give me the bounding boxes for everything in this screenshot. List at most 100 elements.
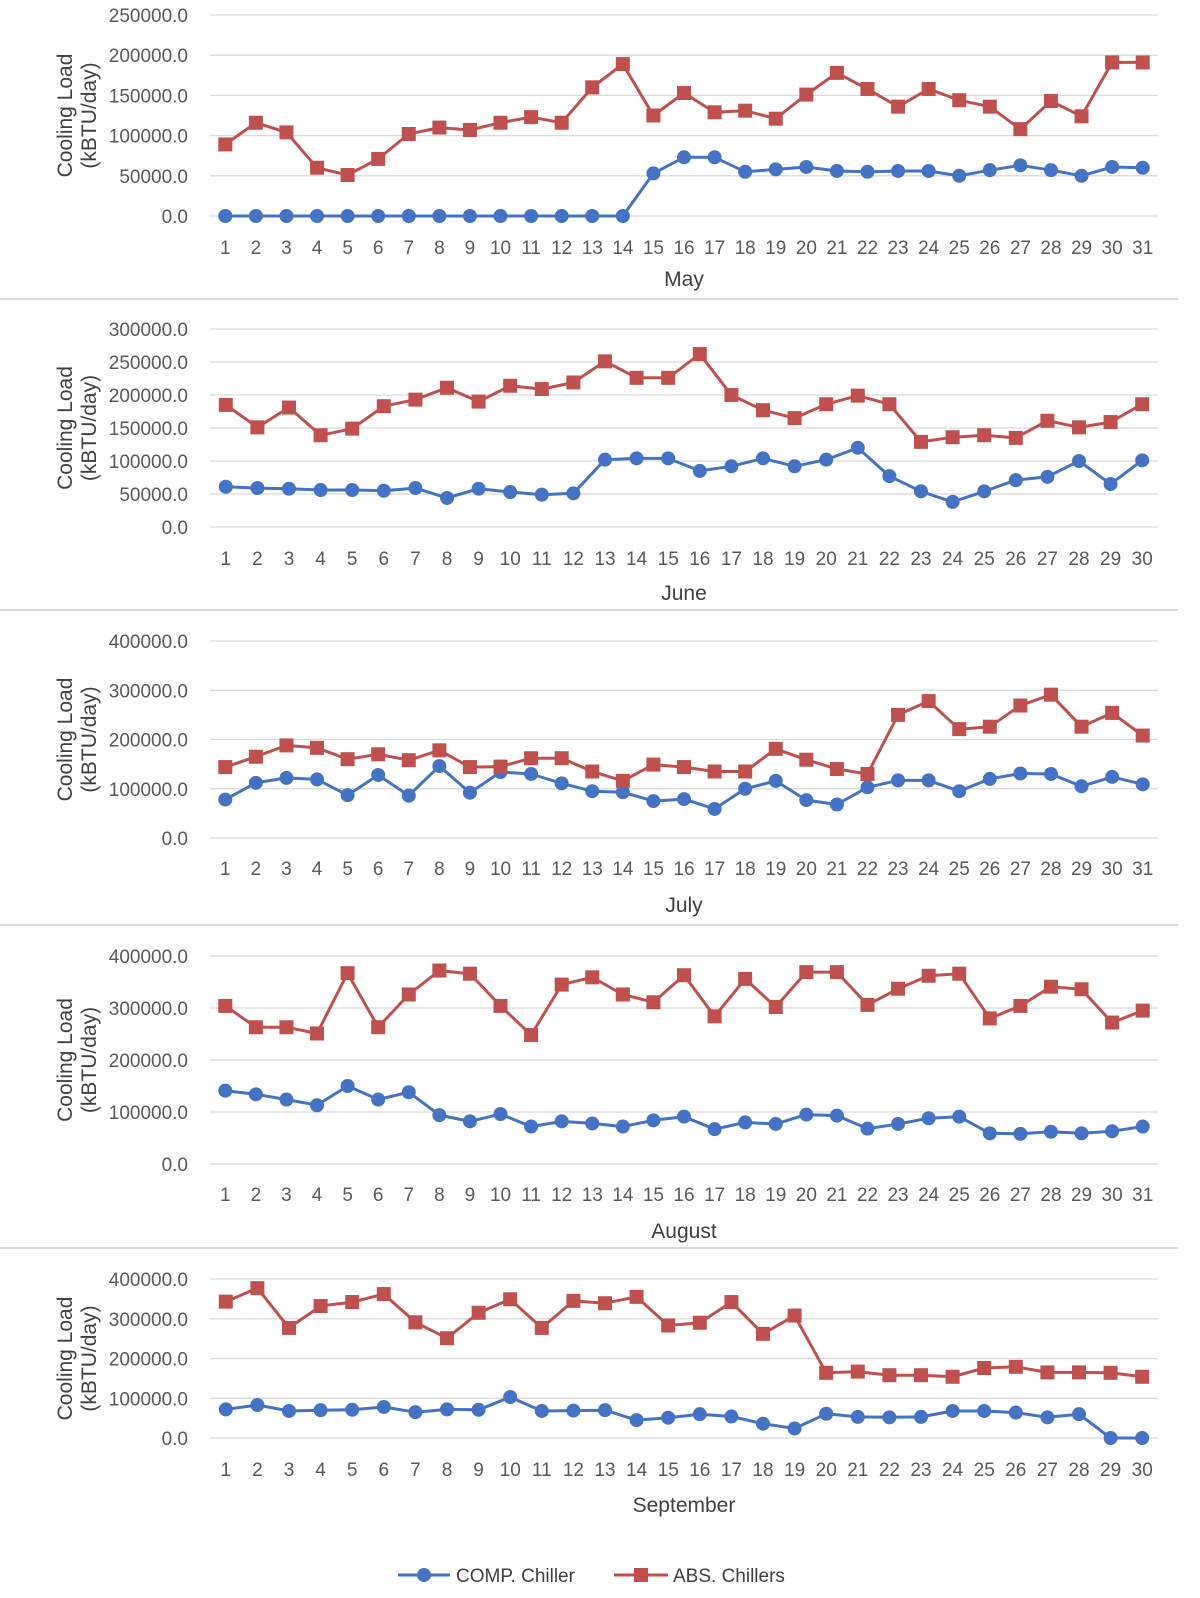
- data-point-abs-chillers: [1105, 705, 1120, 720]
- data-point-abs-chillers: [738, 103, 753, 118]
- y-axis-title: Cooling Load(kBTU/day): [54, 366, 101, 490]
- data-point-abs-chillers: [462, 122, 477, 137]
- x-tick-label: 1: [220, 238, 231, 259]
- data-point-abs-chillers: [1105, 1015, 1120, 1030]
- data-point-comp-chiller: [799, 1107, 814, 1122]
- data-point-comp-chiller: [768, 162, 783, 177]
- data-point-abs-chillers: [615, 987, 630, 1002]
- x-tick-label: 20: [816, 1460, 837, 1481]
- y-axis-title-line: Cooling Load: [54, 1297, 77, 1421]
- data-point-comp-chiller: [440, 490, 454, 505]
- x-tick-label: 31: [1132, 1185, 1153, 1206]
- data-point-comp-chiller: [724, 459, 739, 474]
- x-tick-label: 7: [410, 1460, 421, 1481]
- data-point-comp-chiller: [279, 209, 294, 223]
- x-tick-label: 30: [1132, 549, 1153, 570]
- data-point-comp-chiller: [250, 481, 265, 496]
- data-point-abs-chillers: [1043, 687, 1058, 702]
- x-tick-label: 15: [643, 238, 664, 259]
- data-point-abs-chillers: [432, 120, 447, 135]
- y-axis-title-line: Cooling Load: [54, 998, 77, 1122]
- data-point-comp-chiller: [1072, 454, 1086, 468]
- data-point-abs-chillers: [799, 87, 814, 102]
- data-point-comp-chiller: [376, 1399, 391, 1414]
- data-point-comp-chiller: [432, 1108, 447, 1123]
- data-point-comp-chiller: [982, 1126, 997, 1141]
- data-point-abs-chillers: [279, 125, 294, 140]
- data-point-comp-chiller: [891, 163, 906, 178]
- data-point-abs-chillers: [554, 115, 569, 130]
- x-tick-label: 16: [673, 1185, 694, 1206]
- data-point-abs-chillers: [661, 370, 676, 385]
- data-point-comp-chiller: [799, 159, 814, 174]
- x-tick-label: 3: [281, 859, 292, 880]
- data-point-comp-chiller: [921, 1111, 936, 1126]
- data-point-comp-chiller: [218, 209, 233, 223]
- x-tick-label: 28: [1068, 549, 1089, 570]
- data-point-abs-chillers: [371, 151, 386, 166]
- data-point-comp-chiller: [282, 1403, 296, 1418]
- data-point-abs-chillers: [524, 751, 539, 766]
- data-point-abs-chillers: [1040, 413, 1055, 428]
- data-point-abs-chillers: [799, 965, 814, 980]
- data-point-comp-chiller: [432, 759, 447, 774]
- data-point-comp-chiller: [340, 788, 355, 803]
- data-point-comp-chiller: [921, 773, 936, 788]
- x-tick-label: 4: [315, 1460, 326, 1481]
- x-tick-label: 7: [403, 1185, 414, 1206]
- x-tick-label: 5: [347, 1460, 358, 1481]
- x-tick-label: 19: [784, 1460, 805, 1481]
- data-point-abs-chillers: [218, 397, 233, 412]
- data-point-comp-chiller: [524, 209, 539, 223]
- x-tick-label: 2: [252, 1460, 263, 1481]
- data-point-comp-chiller: [534, 1403, 549, 1418]
- y-axis-title-line: Cooling Load: [54, 678, 77, 802]
- data-point-abs-chillers: [1105, 55, 1120, 70]
- data-point-comp-chiller: [1135, 453, 1150, 468]
- x-tick-label: 17: [721, 549, 742, 570]
- x-tick-label: 5: [342, 1185, 353, 1206]
- data-point-comp-chiller: [1074, 779, 1089, 794]
- x-tick-label: 17: [704, 1185, 725, 1206]
- y-axis-title-line: Cooling Load: [54, 54, 77, 178]
- data-point-comp-chiller: [1135, 777, 1150, 792]
- x-tick-label: 14: [612, 1185, 634, 1206]
- y-tick-label: 100000.0: [109, 780, 188, 801]
- data-point-comp-chiller: [914, 1409, 928, 1424]
- data-point-comp-chiller: [787, 459, 802, 474]
- data-point-abs-chillers: [345, 1295, 360, 1310]
- legend: COMP. Chiller ABS. Chillers: [398, 1566, 785, 1587]
- data-point-abs-chillers: [218, 998, 233, 1013]
- data-point-comp-chiller: [340, 1079, 355, 1093]
- x-tick-label: 24: [918, 238, 940, 259]
- data-point-comp-chiller: [738, 1115, 753, 1130]
- data-point-abs-chillers: [677, 760, 691, 775]
- data-point-comp-chiller: [977, 484, 992, 499]
- y-tick-label: 200000.0: [109, 1051, 188, 1072]
- x-tick-label: 24: [918, 859, 940, 880]
- chart-panel-may: 0.0 50000.0 100000.0 150000.0 200000.0 250000…: [54, 6, 1158, 291]
- data-point-abs-chillers: [768, 999, 783, 1014]
- data-point-abs-chillers: [376, 1287, 391, 1302]
- x-tick-label: 15: [658, 1460, 679, 1481]
- data-point-comp-chiller: [1008, 1405, 1023, 1420]
- data-point-abs-chillers: [313, 428, 328, 443]
- data-point-comp-chiller: [1013, 766, 1028, 781]
- data-point-abs-chillers: [1013, 698, 1028, 713]
- data-point-abs-chillers: [1074, 982, 1089, 997]
- data-point-abs-chillers: [1135, 728, 1150, 743]
- data-point-comp-chiller: [1043, 163, 1058, 178]
- data-point-comp-chiller: [661, 1410, 676, 1425]
- y-tick-label: 100000.0: [109, 1103, 188, 1124]
- data-point-abs-chillers: [692, 347, 707, 362]
- data-point-abs-chillers: [279, 1020, 294, 1035]
- data-point-abs-chillers: [440, 1331, 454, 1346]
- data-point-comp-chiller: [829, 797, 844, 812]
- data-point-abs-chillers: [401, 987, 416, 1002]
- y-tick-label: 150000.0: [109, 419, 188, 440]
- data-point-comp-chiller: [1040, 469, 1055, 484]
- data-point-comp-chiller: [738, 164, 753, 179]
- x-tick-label: 2: [251, 859, 262, 880]
- x-tick-label: 22: [857, 859, 878, 880]
